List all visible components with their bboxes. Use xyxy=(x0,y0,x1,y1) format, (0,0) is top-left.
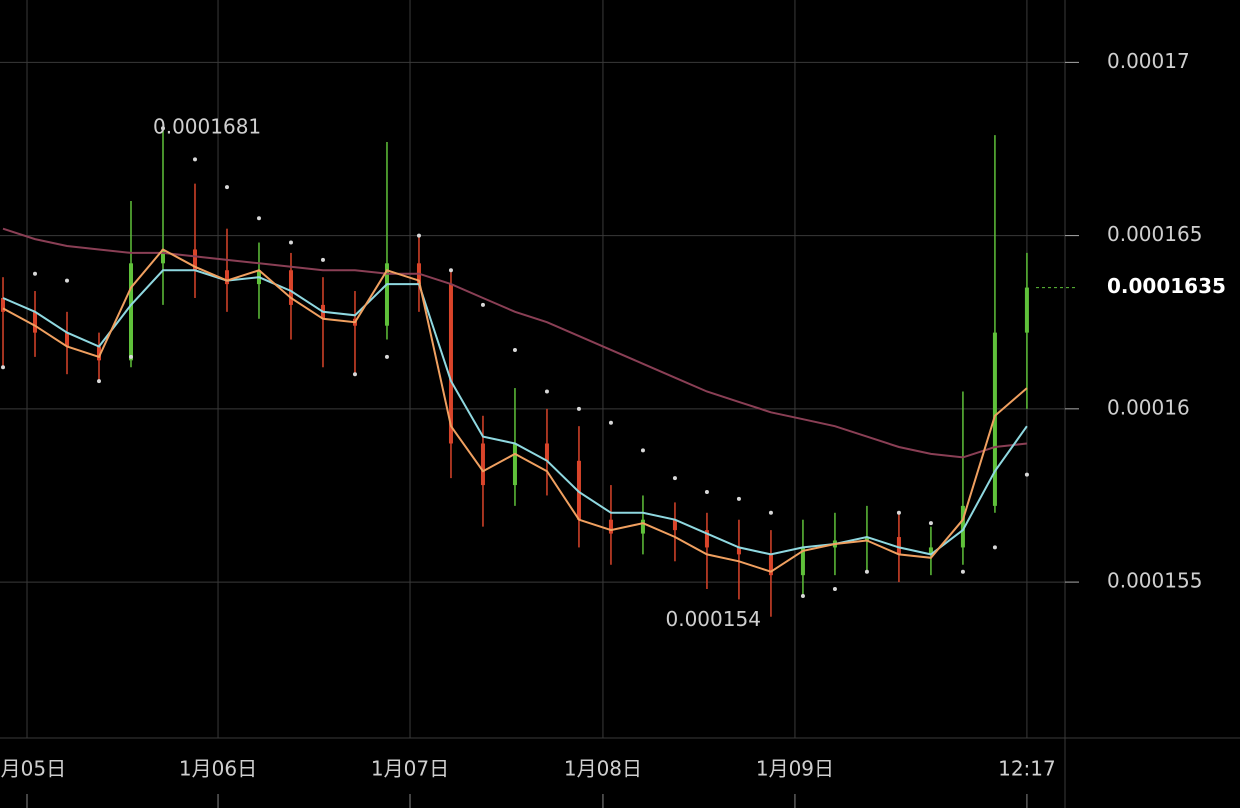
candle-body xyxy=(736,547,741,555)
price-annotation: 0.0001681 xyxy=(153,115,261,139)
ma-line xyxy=(2,269,1028,556)
candle-body xyxy=(128,263,133,361)
x-tick-label: 1月07日 xyxy=(371,757,449,781)
sar-dot xyxy=(96,379,101,384)
candle-body xyxy=(1,297,6,312)
y-tick-label: 0.00016 xyxy=(1107,395,1190,419)
x-tick-label: 12:17 xyxy=(998,757,1056,781)
sar-dot xyxy=(128,354,133,359)
sar-dot xyxy=(544,389,549,394)
candle-body xyxy=(384,263,389,326)
candle-body xyxy=(576,460,581,520)
sar-dot xyxy=(416,233,421,238)
y-tick-label: 0.00017 xyxy=(1107,49,1190,73)
sar-dot xyxy=(512,347,517,352)
x-tick-label: 1月08日 xyxy=(564,757,642,781)
sar-dot xyxy=(576,406,581,411)
ma-line xyxy=(2,227,1028,459)
sar-dot xyxy=(928,521,933,526)
sar-dot xyxy=(384,354,389,359)
candle-body xyxy=(288,270,293,305)
price-annotation: 0.000154 xyxy=(666,607,761,631)
sar-dot xyxy=(800,593,805,598)
ma-line xyxy=(2,248,1028,573)
sar-dot xyxy=(352,372,357,377)
sar-dot xyxy=(256,216,261,221)
candle-body xyxy=(65,332,70,347)
sar-dot xyxy=(896,510,901,515)
sar-dot xyxy=(448,268,453,273)
last-price-label: 0.0001635 xyxy=(1107,274,1226,298)
candle-body xyxy=(800,547,805,576)
sar-dot xyxy=(960,569,965,574)
sar-dot xyxy=(1,365,6,370)
candle-body xyxy=(160,249,165,264)
candle-body xyxy=(448,284,453,444)
candle-body xyxy=(608,519,613,534)
x-tick-label: 1月09日 xyxy=(756,757,834,781)
candle-body xyxy=(1024,287,1029,333)
sar-dot xyxy=(480,302,485,307)
candle-body xyxy=(928,547,933,555)
sar-dot xyxy=(160,126,165,131)
candle-body xyxy=(864,537,869,541)
y-tick-label: 0.000155 xyxy=(1107,569,1202,593)
sar-dot xyxy=(736,496,741,501)
sar-dot xyxy=(320,257,325,262)
candle-body xyxy=(224,270,229,285)
sar-dot xyxy=(192,157,197,162)
candle-body xyxy=(704,530,709,548)
sar-dot xyxy=(864,569,869,574)
candle-body xyxy=(192,249,197,271)
candle-body xyxy=(896,537,901,555)
candle-body xyxy=(992,332,997,506)
candle-body xyxy=(544,443,549,461)
candle-body xyxy=(672,519,677,531)
y-tick-label: 0.000165 xyxy=(1107,222,1202,246)
sar-dot xyxy=(992,545,997,550)
candle-body xyxy=(512,443,517,486)
sar-dot xyxy=(704,490,709,494)
sar-dot xyxy=(1024,472,1029,477)
sar-dot xyxy=(608,420,613,425)
x-tick-label: 1月06日 xyxy=(179,757,257,781)
sar-dot xyxy=(65,278,70,283)
sar-dot xyxy=(33,271,38,276)
candle-body xyxy=(960,505,965,548)
sar-dot xyxy=(224,185,229,190)
sar-dot xyxy=(832,587,837,592)
candle-body xyxy=(96,346,101,361)
candle-body xyxy=(480,443,485,486)
candle-body xyxy=(33,311,38,333)
x-tick-label: 1月05日 xyxy=(0,757,66,781)
sar-dot xyxy=(768,510,773,515)
sar-dot xyxy=(640,448,645,453)
candle-body xyxy=(640,519,645,534)
candle-body xyxy=(768,554,773,576)
sar-dot xyxy=(288,240,293,245)
sar-dot xyxy=(672,476,677,481)
